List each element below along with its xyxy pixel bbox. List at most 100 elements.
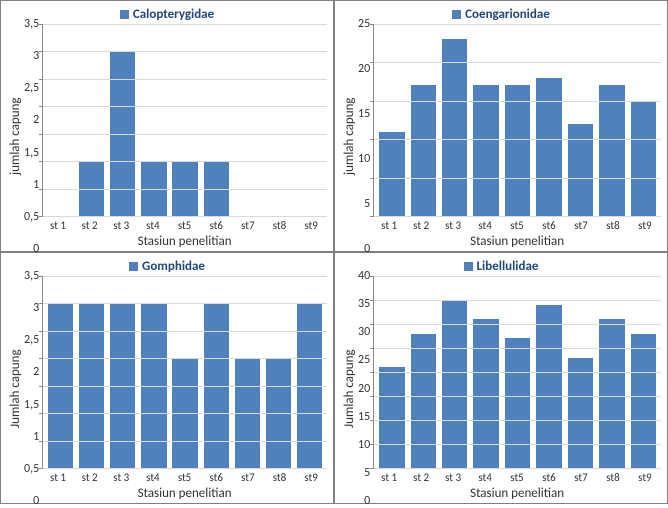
y-axis-ticks: 2520151050 <box>358 24 373 249</box>
bar <box>599 319 624 468</box>
y-axis-label: jumlah capung <box>341 24 358 249</box>
gridline <box>43 216 327 217</box>
y-axis-label: Jumlah capung <box>341 276 358 501</box>
x-tick-label: st5 <box>172 471 198 484</box>
panel-libellulidae: Libellulidae Jumlah capung403530252015105… <box>334 252 668 504</box>
bar <box>536 78 561 216</box>
y-axis-ticks: 3,532,521,510,50 <box>24 276 42 501</box>
x-tick-label: st 2 <box>408 471 434 484</box>
bar <box>442 39 467 216</box>
legend-label: Coengarionidae <box>465 7 550 22</box>
bar <box>204 161 229 216</box>
x-tick-label: st 3 <box>108 219 134 232</box>
plot-wrap: st 1st 2st 3st4st5st6st7st8st9Stasiun pe… <box>373 276 661 501</box>
bar <box>235 358 260 468</box>
gridline <box>43 24 327 25</box>
gridline <box>374 468 661 469</box>
bar <box>172 358 197 468</box>
chart-body: jumlah capung2520151050st 1st 2st 3st4st… <box>341 24 661 249</box>
x-axis-label: Stasiun penelitian <box>373 484 661 501</box>
gridline <box>374 216 661 217</box>
x-tick-label: st9 <box>632 219 658 232</box>
x-tick-label: st6 <box>203 219 229 232</box>
bar <box>631 334 656 468</box>
x-axis-ticks: st 1st 2st 3st4st5st6st7st8st9 <box>373 469 661 484</box>
gridline <box>43 79 327 80</box>
x-tick-label: st7 <box>568 471 594 484</box>
x-tick-label: st 3 <box>440 471 466 484</box>
legend-swatch <box>452 10 461 19</box>
bar <box>79 161 104 216</box>
bar <box>48 303 73 468</box>
chart-body: Jumlah capung3,532,521,510,50st 1st 2st … <box>7 276 327 501</box>
bar <box>141 303 166 468</box>
bar <box>379 367 404 468</box>
legend-swatch <box>129 262 138 271</box>
x-tick-label: st8 <box>267 219 293 232</box>
legend-swatch <box>120 10 129 19</box>
gridline <box>374 24 661 25</box>
bar <box>297 303 322 468</box>
x-tick-label: st4 <box>140 471 166 484</box>
bar <box>631 101 656 216</box>
x-tick-label: st7 <box>235 219 261 232</box>
plot-area <box>42 24 327 217</box>
gridline <box>374 276 661 277</box>
x-tick-label: st9 <box>298 471 324 484</box>
bar <box>505 85 530 216</box>
x-tick-label: st 1 <box>376 471 402 484</box>
panel-gomphidae: GomphidaeJumlah capung3,532,521,510,50st… <box>0 252 334 504</box>
bar <box>79 303 104 468</box>
bar <box>568 358 593 468</box>
bar <box>473 85 498 216</box>
legend-swatch <box>464 262 473 271</box>
panel-calopterygidae: Calopterygidaejumlah capung3,532,521,510… <box>0 0 334 252</box>
chart-legend: Calopterygidae <box>7 7 327 22</box>
x-tick-label: st6 <box>536 219 562 232</box>
bar <box>266 358 291 468</box>
x-tick-label: st9 <box>298 219 324 232</box>
bar <box>473 319 498 468</box>
bar <box>411 85 436 216</box>
panel-coengarionidae: Coengarionidaejumlah capung2520151050st … <box>334 0 668 252</box>
x-tick-label: st 2 <box>77 219 103 232</box>
gridline <box>43 134 327 135</box>
plot-area <box>42 276 327 469</box>
x-axis-label: Stasiun penelitian <box>42 484 327 501</box>
bar <box>599 85 624 216</box>
plot-wrap: st 1st 2st 3st4st5st6st7st8st9Stasiun pe… <box>42 276 327 501</box>
plot-wrap: st 1st 2st 3st4st5st6st7st8st9Stasiun pe… <box>373 24 661 249</box>
gridline <box>374 300 661 301</box>
x-axis-label: Stasiun penelitian <box>42 232 327 249</box>
x-axis-label: Stasiun penelitian <box>373 232 661 249</box>
chart-legend: Libellulidae <box>341 259 661 274</box>
x-tick-label: st 2 <box>408 219 434 232</box>
gridline <box>43 106 327 107</box>
bar <box>204 303 229 468</box>
bar <box>110 51 135 216</box>
y-axis-ticks: 4035302520151050 <box>358 276 373 501</box>
bar <box>442 300 467 468</box>
x-tick-label: st 1 <box>45 219 71 232</box>
x-axis-ticks: st 1 st 2 st 3 st4 st5 st6 st7 st8 st9 <box>42 217 327 232</box>
bar <box>141 161 166 216</box>
chart-legend: Coengarionidae <box>341 7 661 22</box>
x-tick-label: st5 <box>172 219 198 232</box>
x-tick-label: st4 <box>140 219 166 232</box>
gridline <box>374 62 661 63</box>
x-axis-ticks: st 1st 2st 3st4st5st6st7st8st9 <box>373 217 661 232</box>
chart-grid: Calopterygidae jumlah capung 3,532,521,510… <box>0 0 668 504</box>
x-tick-label: st 3 <box>108 471 134 484</box>
bar <box>411 334 436 468</box>
x-tick-label: st8 <box>600 471 626 484</box>
x-tick-label: st 1 <box>45 471 71 484</box>
bar <box>110 303 135 468</box>
x-tick-label: st8 <box>267 471 293 484</box>
bar <box>536 305 561 468</box>
bar <box>568 124 593 216</box>
bar <box>172 161 197 216</box>
x-tick-label: st4 <box>472 219 498 232</box>
x-tick-label: st8 <box>600 219 626 232</box>
x-tick-label: st5 <box>504 219 530 232</box>
x-tick-label: st4 <box>472 471 498 484</box>
